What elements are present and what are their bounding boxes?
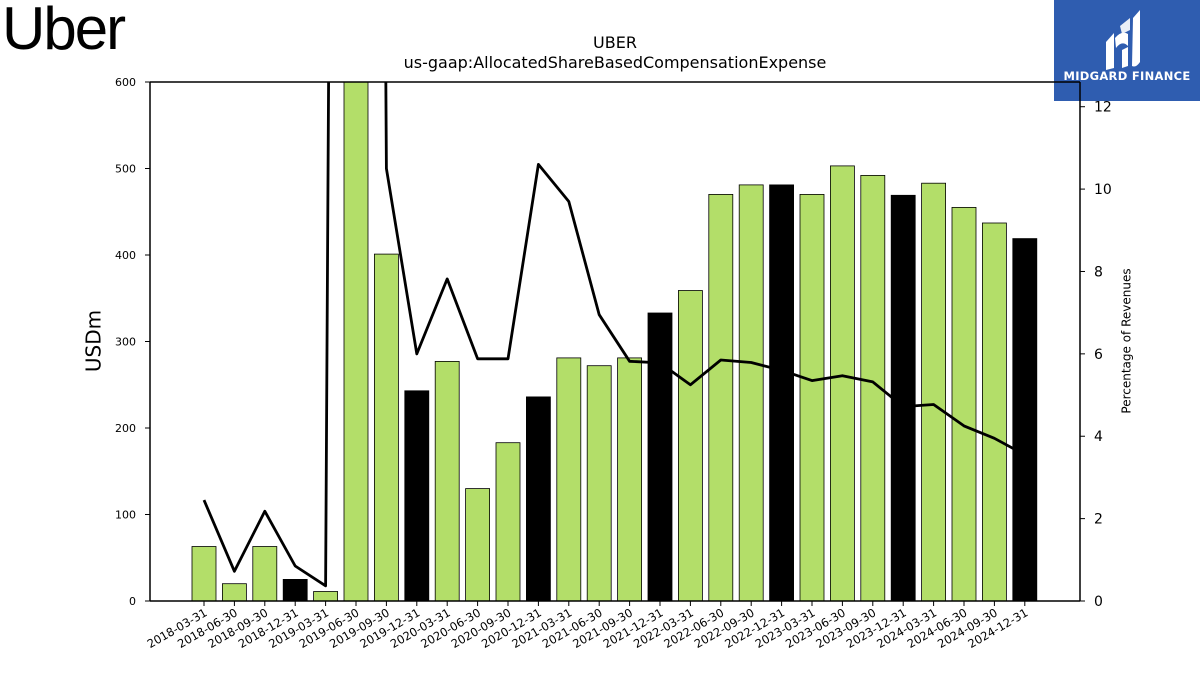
- y2-axis-label: Percentage of Revenues: [1120, 268, 1134, 413]
- bar-2019-03-31: [313, 591, 339, 601]
- badge-text: MIDGARD FINANCE: [1063, 69, 1191, 83]
- y-tick-label: 600: [115, 76, 136, 89]
- chart-title: UBER: [593, 33, 637, 52]
- x-tick-labels: 2018-03-312018-06-302018-09-302018-12-31…: [145, 605, 1031, 651]
- bar-2024-12-31: [1012, 238, 1038, 601]
- bar-2019-12-31: [404, 390, 430, 601]
- y-tick-label: 100: [115, 509, 136, 522]
- bar-2024-09-30: [982, 222, 1007, 601]
- bar-2021-09-30: [617, 357, 642, 601]
- bar-2023-12-31: [890, 194, 916, 601]
- bar-2019-06-30: [343, 82, 369, 601]
- y2-tick-label: 10: [1094, 182, 1112, 198]
- bar-2020-06-30: [465, 488, 491, 601]
- bar-2024-06-30: [951, 206, 977, 601]
- bar-2018-12-31: [282, 579, 308, 601]
- y-tick-label: 0: [129, 595, 136, 608]
- y2-tick-label: 6: [1094, 347, 1103, 363]
- line-series: [202, 82, 1026, 588]
- y2-tick-label: 2: [1094, 512, 1103, 528]
- midgard-finance-badge: MIDGARD FINANCE: [1054, 0, 1200, 101]
- bar-2021-06-30: [586, 365, 612, 601]
- bar-series: [191, 82, 1038, 601]
- bar-2018-06-30: [221, 583, 247, 601]
- bar-2022-09-30: [738, 184, 764, 601]
- uber-logo: Uber: [2, 0, 126, 62]
- axes: 0 100 200 300 400 500 600 0 2 4 6 8 10 12: [115, 76, 1112, 610]
- y-tick-label: 200: [115, 422, 136, 435]
- y2-tick-label: 8: [1094, 264, 1103, 280]
- y-tick-label: 500: [115, 163, 136, 176]
- bar-2021-03-31: [556, 357, 582, 601]
- bar-2023-06-30: [830, 165, 855, 601]
- midgard-logo-icon: [1106, 10, 1140, 70]
- bar-2018-09-30: [252, 546, 278, 601]
- bar-2022-06-30: [708, 193, 734, 601]
- bar-2019-09-30: [373, 253, 399, 601]
- y-axis-label: USDm: [82, 310, 106, 372]
- bar-2020-12-31: [526, 396, 551, 601]
- y-tick-label: 300: [115, 336, 136, 349]
- bar-2024-03-31: [921, 182, 946, 601]
- bar-2022-12-31: [769, 184, 794, 601]
- y-tick-label: 400: [115, 249, 136, 262]
- chart-title-block: UBER us-gaap:AllocatedShareBasedCompensa…: [300, 33, 930, 73]
- bar-2018-03-31: [191, 546, 217, 601]
- revenue-percentage-line: [202, 82, 1026, 588]
- bar-2020-03-31: [434, 360, 460, 601]
- chart-subtitle: us-gaap:AllocatedShareBasedCompensationE…: [403, 53, 827, 72]
- bar-2020-09-30: [495, 442, 521, 601]
- y2-tick-label: 0: [1094, 594, 1103, 610]
- bar-2021-12-31: [647, 312, 673, 601]
- y2-tick-label: 4: [1094, 429, 1103, 445]
- y2-tick-label: 12: [1094, 100, 1112, 116]
- bar-2023-03-31: [799, 193, 825, 601]
- bar-2022-03-31: [678, 290, 703, 601]
